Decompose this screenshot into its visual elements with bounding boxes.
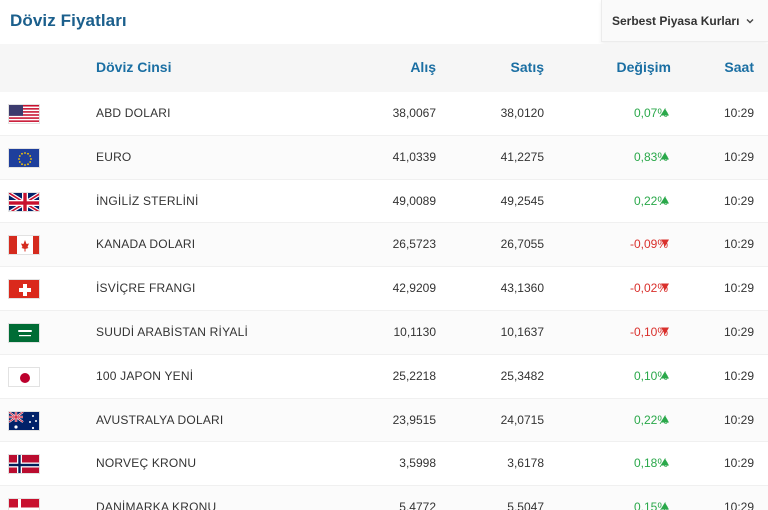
change-percent: 0,83% <box>633 149 668 164</box>
table-row[interactable]: ABD DOLARI 38,0067 38,0120 0,07% 10:29 <box>0 92 768 136</box>
update-time: 10:29 <box>723 500 754 510</box>
buy-price: 41,0339 <box>392 149 436 164</box>
change-percent: 0,15% <box>633 500 668 510</box>
buy-price: 49,0089 <box>392 193 436 208</box>
market-type-selected: Serbest Piyasa Kurları <box>612 13 740 28</box>
update-time: 10:29 <box>723 149 754 164</box>
buy-price: 25,2218 <box>392 368 436 383</box>
up-arrow-icon <box>661 152 669 160</box>
update-time: 10:29 <box>723 368 754 383</box>
up-arrow-icon <box>661 371 669 379</box>
currency-name[interactable]: İSVİÇRE FRANGI <box>96 281 196 296</box>
japan-flag-icon <box>8 366 40 387</box>
table-body: ABD DOLARI 38,0067 38,0120 0,07% 10:29 EURO 41… <box>0 92 768 510</box>
currency-name[interactable]: AVUSTRALYA DOLARI <box>96 412 224 427</box>
canada-flag-icon <box>8 235 40 256</box>
currency-name[interactable]: 100 JAPON YENİ <box>96 368 194 383</box>
chevron-down-icon <box>746 18 754 23</box>
up-arrow-icon <box>661 108 669 116</box>
up-arrow-icon <box>661 458 669 466</box>
buy-price: 38,0067 <box>392 106 436 120</box>
buy-price: 5,4772 <box>399 500 436 510</box>
change-percent: 0,10% <box>633 368 668 383</box>
saudi-flag-icon <box>8 322 40 343</box>
change-percent: 0,07% <box>633 106 668 120</box>
change-percent: 0,22% <box>633 193 668 208</box>
sell-price: 5,5047 <box>507 500 544 510</box>
swiss-flag-icon <box>8 279 40 300</box>
table-row[interactable]: DANİMARKA KRONU 5,4772 5,5047 0,15% 10:29 <box>0 486 768 510</box>
table-row[interactable]: NORVEÇ KRONU 3,5998 3,6178 0,18% 10:29 <box>0 442 768 487</box>
australia-flag-icon <box>8 410 40 431</box>
currency-name[interactable]: DANİMARKA KRONU <box>96 500 217 510</box>
change-percent: -0,02% <box>629 281 668 296</box>
table-row[interactable]: SUUDİ ARABİSTAN RİYALİ 10,1130 10,1637 -0,1… <box>0 310 768 355</box>
table-row[interactable]: 100 JAPON YENİ 25,2218 25,3482 0,10% 10:29 <box>0 354 768 399</box>
change-percent: 0,18% <box>633 456 668 471</box>
sell-price: 49,2545 <box>500 193 544 208</box>
up-arrow-icon <box>661 502 669 510</box>
change-percent: -0,09% <box>629 237 668 252</box>
table-row[interactable]: İSVİÇRE FRANGI 42,9209 43,1360 -0,02% 10:29 <box>0 267 768 311</box>
buy-price: 42,9209 <box>392 281 436 296</box>
column-header-sell[interactable]: Satış <box>510 59 544 75</box>
update-time: 10:29 <box>723 106 754 120</box>
norway-flag-icon <box>8 454 40 475</box>
currency-name[interactable]: ABD DOLARI <box>96 106 171 120</box>
sell-price: 24,0715 <box>500 412 544 427</box>
page-title: Döviz Fiyatları <box>10 11 127 30</box>
down-arrow-icon <box>661 239 669 247</box>
market-type-dropdown[interactable]: Serbest Piyasa Kurları <box>601 0 768 42</box>
change-percent: -0,10% <box>629 324 668 339</box>
column-header-currency[interactable]: Döviz Cinsi <box>96 59 172 75</box>
down-arrow-icon <box>661 283 669 291</box>
uk-flag-icon <box>8 191 40 212</box>
table-row[interactable]: AVUSTRALYA DOLARI 23,9515 24,0715 0,22% 10:2… <box>0 398 768 443</box>
usa-flag-icon <box>8 104 40 124</box>
column-header-time[interactable]: Saat <box>724 59 754 75</box>
denmark-flag-icon <box>8 498 40 510</box>
sell-price: 3,6178 <box>507 456 544 471</box>
currency-name[interactable]: NORVEÇ KRONU <box>96 456 197 471</box>
currency-name[interactable]: İNGİLİZ STERLİNİ <box>96 193 199 208</box>
buy-price: 26,5723 <box>392 237 436 252</box>
update-time: 10:29 <box>723 456 754 471</box>
currency-table: Döviz Cinsi Alış Satış Değişim Saat ABD … <box>0 44 768 510</box>
update-time: 10:29 <box>723 237 754 252</box>
table-row[interactable]: KANADA DOLARI 26,5723 26,7055 -0,09% 10:29 <box>0 223 768 268</box>
update-time: 10:29 <box>723 324 754 339</box>
sell-price: 43,1360 <box>500 281 544 296</box>
currency-name[interactable]: SUUDİ ARABİSTAN RİYALİ <box>96 324 248 339</box>
up-arrow-icon <box>661 415 669 423</box>
sell-price: 41,2275 <box>500 149 544 164</box>
change-percent: 0,22% <box>633 412 668 427</box>
update-time: 10:29 <box>723 193 754 208</box>
currency-name[interactable]: EURO <box>96 149 132 164</box>
sell-price: 10,1637 <box>500 324 544 339</box>
up-arrow-icon <box>661 196 669 204</box>
update-time: 10:29 <box>723 412 754 427</box>
page-header: Döviz Fiyatları Serbest Piyasa Kurları <box>0 0 768 44</box>
update-time: 10:29 <box>723 281 754 296</box>
buy-price: 3,5998 <box>399 456 436 471</box>
sell-price: 25,3482 <box>500 368 544 383</box>
currency-name[interactable]: KANADA DOLARI <box>96 237 196 252</box>
table-header: Döviz Cinsi Alış Satış Değişim Saat <box>0 44 768 92</box>
column-header-change[interactable]: Değişim <box>616 59 671 75</box>
eu-flag-icon <box>8 147 40 168</box>
table-row[interactable]: EURO 41,0339 41,2275 0,83% 10:29 <box>0 135 768 180</box>
buy-price: 10,1130 <box>393 324 437 339</box>
buy-price: 23,9515 <box>392 412 436 427</box>
table-row[interactable]: İNGİLİZ STERLİNİ 49,0089 49,2545 0,22% 10:29 <box>0 179 768 224</box>
sell-price: 26,7055 <box>500 237 544 252</box>
down-arrow-icon <box>661 327 669 335</box>
sell-price: 38,0120 <box>500 106 544 120</box>
column-header-buy[interactable]: Alış <box>410 59 436 75</box>
